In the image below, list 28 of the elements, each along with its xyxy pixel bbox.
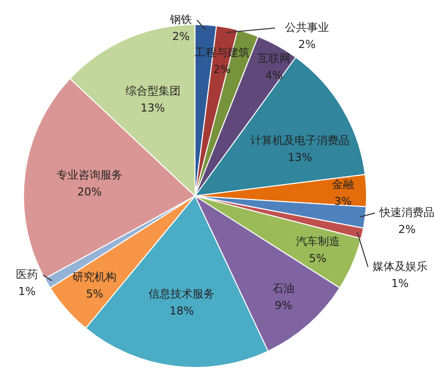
data-label: 5% <box>309 252 326 265</box>
slice-label: 钢铁 <box>169 12 192 26</box>
data-label: 13% <box>140 101 165 114</box>
data-label: 2% <box>298 38 316 51</box>
slice-label: 研究机构 <box>72 270 117 284</box>
slice-label: 互联网 <box>258 52 290 65</box>
data-label: 1% <box>391 276 409 290</box>
data-label: 4% <box>265 68 283 82</box>
slice-label: 公共事业 <box>285 20 329 34</box>
data-label: 9% <box>274 299 292 312</box>
data-label: 2% <box>172 30 190 43</box>
data-label: 20% <box>77 186 102 199</box>
data-label: 13% <box>288 150 312 164</box>
slice-label: 信息技术服务 <box>148 287 215 300</box>
slice-label: 石油 <box>272 282 294 296</box>
slice-label: 金融 <box>332 178 354 191</box>
data-label: 3% <box>334 194 352 208</box>
slice-label: 汽车制造 <box>296 234 340 248</box>
data-label: 2% <box>398 222 416 236</box>
slice-label: 计算机及电子消费品 <box>250 134 350 147</box>
data-label: 5% <box>86 287 104 300</box>
slice-label: 综合型集团 <box>125 84 180 98</box>
data-label: 1% <box>18 284 36 298</box>
slice-label: 快速消费品 <box>378 206 434 219</box>
slice-label: 医药 <box>16 268 38 281</box>
slice-label: 媒体及娱乐 <box>372 260 428 273</box>
data-label: 18% <box>169 304 194 318</box>
slice-label: 专业咨询服务 <box>56 168 123 182</box>
